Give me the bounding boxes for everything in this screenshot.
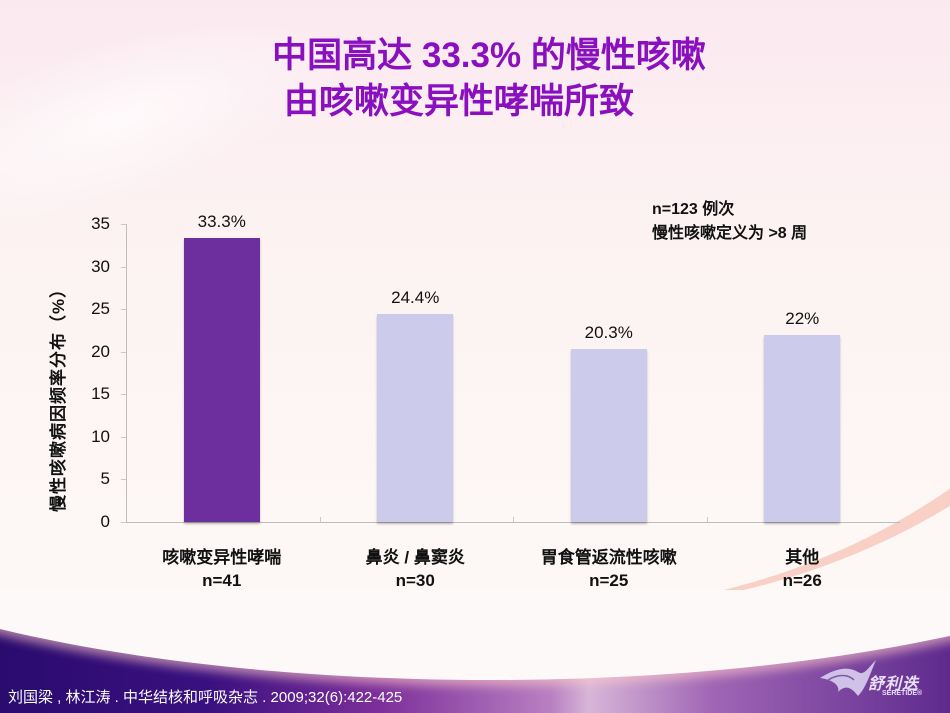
y-tick-label: 15 [91, 384, 110, 404]
y-tick-mark [121, 394, 126, 396]
y-axis-label: 慢性咳嗽病因频率分布（%） [49, 279, 68, 512]
bar-value-label: 24.4% [391, 288, 440, 308]
y-tick-mark [121, 479, 126, 481]
category-name: 其他 [785, 548, 820, 567]
bar-value-label: 22% [785, 308, 820, 328]
logo-name: 舒利迭 [868, 676, 920, 693]
y-axis-line [126, 224, 127, 522]
bar-1 [183, 238, 260, 522]
x-axis-line [126, 522, 900, 523]
category-name: 胃食管返流性咳嗽 [540, 548, 677, 567]
y-tick-label: 30 [91, 256, 110, 276]
category-count: n=26 [782, 571, 822, 590]
y-tick-mark [121, 224, 126, 225]
y-tick-mark [121, 522, 126, 523]
x-tick-mark [513, 517, 514, 522]
category-count: n=41 [202, 571, 242, 590]
definition-note: 慢性咳嗽定义为 >8 周 [652, 225, 808, 242]
slide-title-line2: 由咳嗽变异性哮喘所致 [283, 82, 634, 121]
bar-4 [764, 334, 841, 522]
slide-title-line1: 中国高达 33.3% 的慢性咳嗽 [272, 36, 706, 75]
logo-swoosh-icon [820, 660, 876, 696]
category-name: 咳嗽变异性哮喘 [162, 548, 282, 567]
category-label: 胃食管返流性咳嗽 n=25 [509, 546, 709, 592]
sample-size-note: n=123 例次 [652, 201, 735, 218]
bar-3 [570, 349, 647, 522]
logo-subtitle: SERETIDE® [882, 690, 923, 697]
seretide-logo: 舒利迭 SERETIDE® [818, 658, 946, 708]
y-tick-label: 0 [100, 512, 110, 531]
y-tick-mark [121, 266, 126, 268]
category-count: n=30 [395, 571, 435, 590]
category-label: 其他 n=26 [702, 546, 902, 592]
y-tick-label: 5 [100, 469, 110, 489]
bar-2 [377, 314, 454, 522]
citation: 刘国梁 , 林江涛 . 中华结核和呼吸杂志 . 2009;32(6):422-4… [8, 689, 403, 706]
category-count: n=25 [589, 571, 629, 590]
y-tick-label: 20 [91, 341, 110, 361]
x-tick-mark [706, 517, 708, 522]
footer: 刘国梁 , 林江涛 . 中华结核和呼吸杂志 . 2009;32(6):422-4… [0, 590, 950, 713]
sample-note: n=123 例次 慢性咳嗽定义为 >8 周 [652, 198, 807, 246]
category-name: 鼻炎 / 鼻窦炎 [365, 548, 465, 567]
category-label: 鼻炎 / 鼻窦炎 n=30 [315, 546, 515, 592]
y-tick-label: 10 [91, 426, 110, 446]
category-label: 咳嗽变异性哮喘 n=41 [122, 546, 322, 592]
y-tick-mark [121, 309, 126, 311]
y-tick-label: 35 [91, 214, 110, 233]
y-tick-mark [121, 436, 126, 438]
y-tick-mark [121, 351, 126, 353]
bar-value-label: 33.3% [197, 212, 246, 232]
y-tick-label: 25 [91, 299, 110, 319]
x-tick-mark [319, 517, 321, 522]
bar-value-label: 20.3% [584, 323, 633, 343]
